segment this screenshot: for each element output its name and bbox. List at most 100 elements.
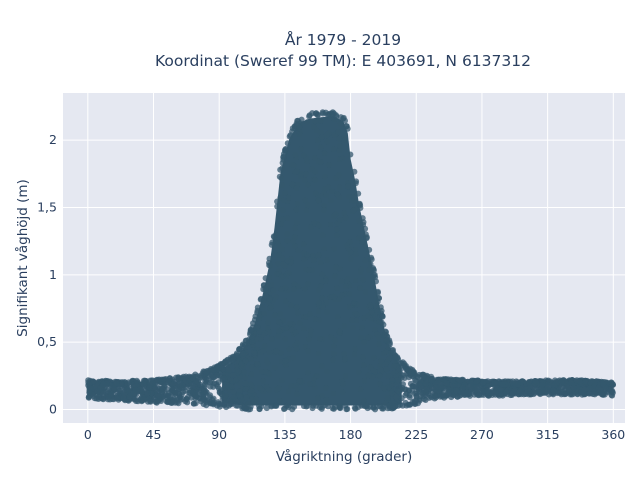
scatter-point (254, 304, 261, 311)
scatter-point (291, 281, 298, 288)
scatter-point (274, 198, 281, 205)
scatter-point (341, 137, 348, 144)
scatter-point (372, 314, 379, 321)
scatter-point (406, 392, 413, 399)
scatter-point (86, 384, 93, 391)
scatter-point (326, 161, 332, 168)
scatter-point (351, 168, 358, 175)
scatter-point (300, 325, 307, 332)
scatter-point (305, 280, 311, 287)
scatter-point (576, 378, 583, 385)
scatter-point (362, 257, 369, 264)
scatter-point (361, 377, 368, 384)
scatter-point (251, 350, 258, 357)
scatter-point (337, 121, 344, 128)
scatter-point (266, 349, 273, 356)
scatter-point (298, 146, 304, 153)
scatter-point (165, 393, 172, 400)
scatter-point (314, 137, 321, 144)
scatter-point (323, 277, 329, 284)
scatter-point (383, 329, 389, 336)
scatter-point (298, 378, 305, 385)
chart-title-line1: År 1979 - 2019 (285, 30, 401, 49)
scatter-point (325, 403, 331, 410)
scatter-point (358, 324, 365, 331)
scatter-point (319, 271, 326, 278)
scatter-point (355, 190, 362, 197)
scatter-point (275, 328, 282, 334)
scatter-point (399, 359, 406, 366)
scatter-point (318, 134, 325, 141)
scatter-point (403, 402, 410, 409)
scatter-point (295, 247, 302, 254)
scatter-point (383, 366, 390, 373)
scatter-point (266, 274, 273, 281)
scatter-point (284, 231, 290, 237)
x-tick-label: 135 (273, 427, 297, 442)
scatter-point (383, 337, 390, 344)
scatter-point (343, 406, 350, 413)
scatter-point (294, 385, 300, 392)
x-tick-label: 270 (470, 427, 494, 442)
scatter-point (395, 402, 402, 409)
scatter-point (378, 307, 385, 314)
scatter-point (271, 234, 278, 241)
scatter-point (260, 378, 266, 385)
y-tick-labels: 0 0,5 1 1,5 2 (37, 132, 57, 416)
scatter-point (474, 377, 481, 384)
scatter-point (380, 384, 387, 391)
scatter-point (341, 323, 348, 329)
scatter-point (276, 397, 283, 404)
scatter-point (105, 394, 112, 401)
scatter-point (263, 384, 270, 390)
scatter-point (333, 232, 340, 239)
scatter-point (242, 405, 249, 412)
scatter-point (95, 394, 102, 401)
scatter-point (380, 350, 387, 357)
scatter-point (330, 146, 337, 153)
scatter-point (550, 387, 557, 394)
scatter-point (282, 336, 289, 343)
y-tick-label: 0,5 (37, 334, 57, 349)
scatter-point (415, 400, 421, 407)
scatter-point (133, 377, 140, 384)
scatter-point (315, 252, 322, 259)
scatter-point (558, 378, 565, 385)
scatter-point (282, 358, 289, 365)
scatter-point (261, 330, 268, 337)
scatter-point (295, 117, 301, 124)
scatter-point (544, 385, 550, 392)
scatter-point (207, 392, 214, 399)
scatter-point (429, 385, 436, 392)
scatter-point (376, 295, 382, 302)
x-axis-title: Vågriktning (grader) (276, 448, 413, 465)
scatter-point (497, 391, 504, 398)
scatter-point (566, 386, 572, 393)
scatter-point (312, 177, 319, 184)
scatter-point (368, 256, 375, 263)
scatter-point (568, 379, 575, 386)
scatter-point (324, 257, 330, 264)
scatter-point (531, 390, 538, 396)
scatter-point (140, 381, 147, 388)
scatter-point (384, 359, 391, 366)
scatter-point (364, 334, 371, 341)
scatter-point (255, 315, 262, 322)
scatter-point (275, 239, 282, 245)
scatter-point (301, 285, 308, 292)
scatter-point (316, 335, 323, 342)
scatter-point (362, 231, 369, 238)
y-tick-label: 1 (49, 267, 57, 282)
scatter-point (366, 267, 373, 273)
scatter-point (378, 358, 385, 365)
scatter-point (291, 403, 298, 410)
scatter-point (171, 397, 178, 404)
scatter-point (183, 396, 190, 402)
scatter-point (284, 215, 291, 222)
scatter-point (314, 112, 321, 119)
x-tick-label: 0 (84, 427, 92, 442)
scatter-point (303, 171, 309, 178)
scatter-point (315, 308, 322, 315)
scatter-point (600, 391, 607, 398)
